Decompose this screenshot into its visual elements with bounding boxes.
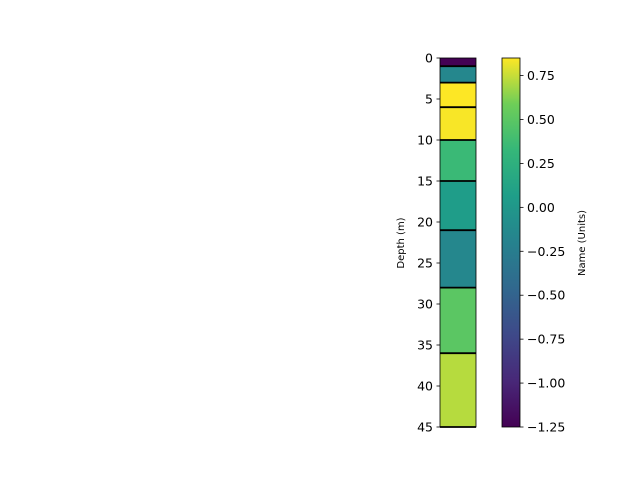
layer-rect <box>440 230 476 288</box>
layer-rect <box>440 66 476 83</box>
depth-tick-label: 35 <box>417 338 433 353</box>
colorbar: 0.75 0.50 0.25 0.00 −0.25 −0.50 −0.75 −1.00 −1.2… <box>501 57 565 435</box>
column-frame <box>439 57 477 428</box>
layer-rect <box>440 107 476 140</box>
depth-tick-label: 10 <box>417 133 433 148</box>
depth-tick-label: 0 <box>425 51 433 66</box>
colorbar-tick-label: 0.25 <box>527 156 555 171</box>
depth-tick-label: 40 <box>417 379 433 394</box>
layer-rect <box>440 58 476 67</box>
depth-tick-label: 20 <box>417 215 433 230</box>
colorbar-tick-label: −1.00 <box>527 376 565 391</box>
layer-rect <box>440 181 476 231</box>
colorbar-tick-label: 0.00 <box>527 200 555 215</box>
layer-rect <box>440 353 476 427</box>
colorbar-gradient <box>502 58 520 427</box>
layer-rect <box>440 140 476 181</box>
colorbar-tick-label: 0.75 <box>527 68 555 83</box>
colorbar-tick-label: −1.25 <box>527 420 565 435</box>
layer-rect <box>440 82 476 108</box>
depth-axis: 0 5 10 15 20 25 30 35 40 45 <box>417 51 440 435</box>
depth-tick-label: 30 <box>417 297 433 312</box>
depth-axis-label: Depth (m) <box>396 217 407 268</box>
colorbar-label: Name (Units) <box>577 210 588 276</box>
colorbar-tick-label: −0.25 <box>527 244 565 259</box>
depth-tick-label: 5 <box>425 92 433 107</box>
colorbar-frame <box>501 57 521 428</box>
colorbar-tick-label: 0.50 <box>527 112 555 127</box>
colorbar-tick-label: −0.75 <box>527 332 565 347</box>
depth-tick-label: 45 <box>417 420 433 435</box>
depth-tick-label: 15 <box>417 174 433 189</box>
layer-column <box>439 57 477 428</box>
layer-rect <box>440 287 476 354</box>
colorbar-tick-label: −0.50 <box>527 288 565 303</box>
depth-tick-label: 25 <box>417 256 433 271</box>
